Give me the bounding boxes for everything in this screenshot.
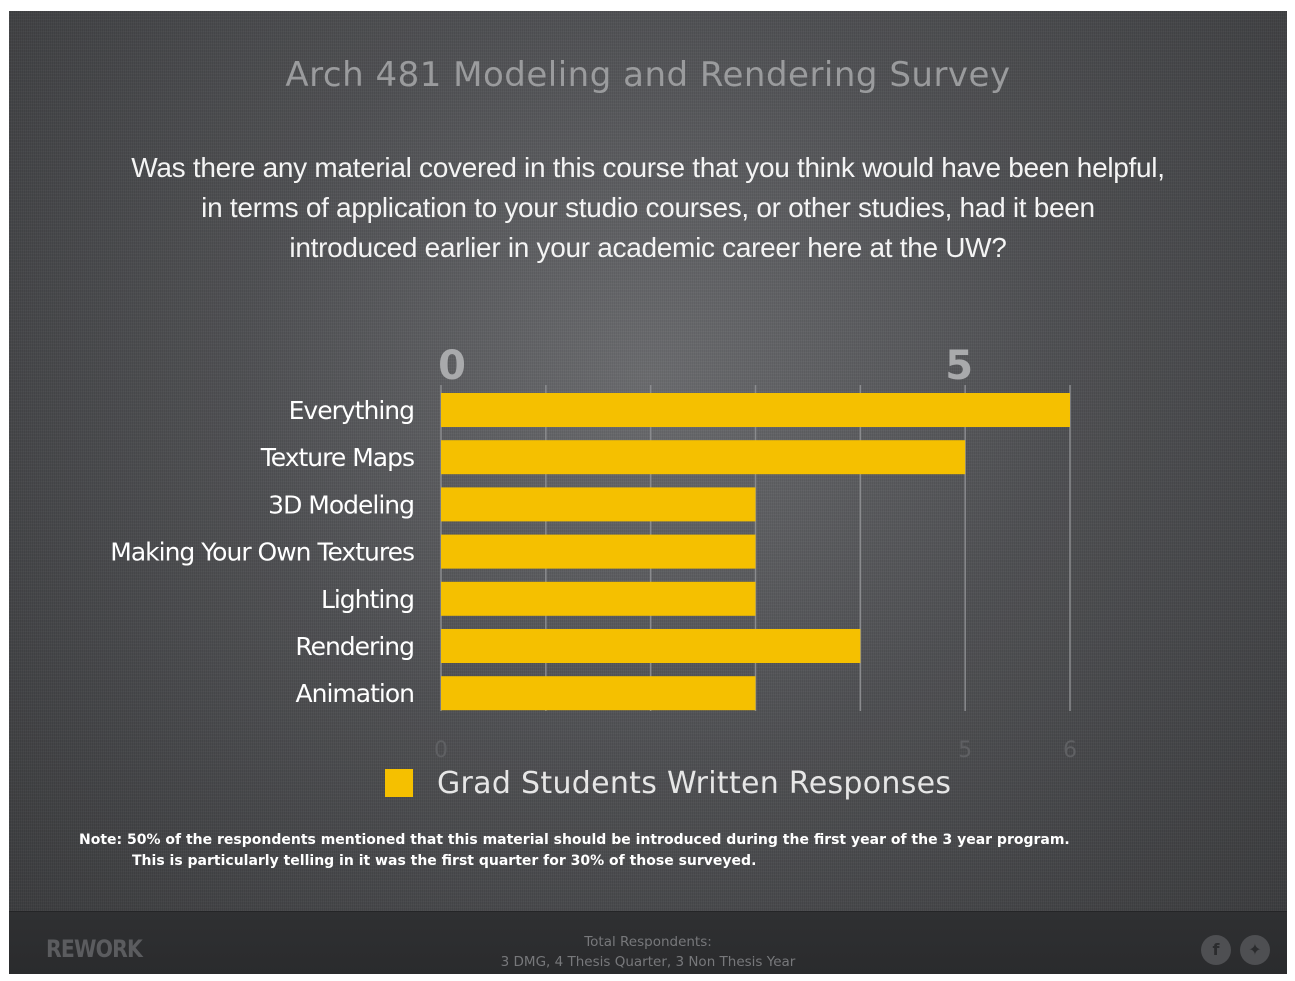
bar (441, 582, 756, 616)
twitter-icon[interactable]: ✦ (1240, 935, 1270, 965)
axis-tick-label-bottom: 0 (434, 738, 448, 763)
respondents-detail: 3 DMG, 4 Thesis Quarter, 3 Non Thesis Ye… (9, 952, 1287, 972)
bar (441, 535, 756, 569)
bar (441, 393, 1070, 427)
category-label: Texture Maps (260, 443, 414, 472)
footer-bar: REWORK Total Respondents: 3 DMG, 4 Thesi… (9, 911, 1287, 974)
axis-tick-label-top: 0 (438, 343, 466, 389)
axis-tick-label-bottom: 5 (958, 738, 972, 763)
axis-tick-label-bottom: 6 (1063, 738, 1077, 763)
category-label: 3D Modeling (268, 490, 414, 519)
legend-label: Grad Students Written Responses (437, 766, 951, 801)
bar (441, 676, 756, 710)
category-label: Making Your Own Textures (110, 538, 414, 567)
axis-tick-label-top: 5 (945, 343, 973, 389)
slide: Arch 481 Modeling and Rendering Survey W… (9, 11, 1287, 974)
bar (441, 629, 860, 663)
footnote: Note: 50% of the respondents mentioned t… (79, 830, 1229, 872)
category-label: Lighting (321, 585, 414, 614)
legend: Grad Students Written Responses (385, 763, 951, 803)
footnote-line: Note: 50% of the respondents mentioned t… (79, 830, 1229, 851)
category-label: Everything (289, 396, 414, 425)
bar (441, 440, 965, 474)
category-label: Animation (296, 679, 414, 708)
category-label: Rendering (295, 632, 414, 661)
respondents-title: Total Respondents: (9, 932, 1287, 952)
legend-swatch (385, 769, 413, 797)
respondents-summary: Total Respondents: 3 DMG, 4 Thesis Quart… (9, 932, 1287, 972)
footnote-line: This is particularly telling in it was t… (79, 851, 1229, 872)
bar (441, 487, 756, 521)
facebook-icon[interactable]: f (1201, 935, 1231, 965)
